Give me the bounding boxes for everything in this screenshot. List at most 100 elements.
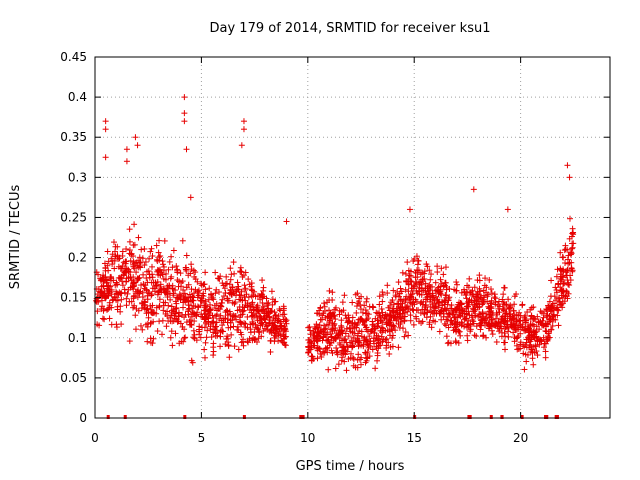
data-point — [338, 322, 345, 329]
data-point — [434, 263, 441, 270]
data-point — [271, 309, 278, 316]
data-point — [466, 296, 473, 303]
data-point — [231, 270, 238, 277]
data-point — [399, 269, 406, 276]
data-point — [555, 307, 562, 314]
data-point — [170, 292, 177, 299]
data-point — [488, 327, 495, 334]
data-point — [252, 293, 259, 300]
data-point — [148, 306, 155, 313]
data-point — [170, 317, 177, 324]
data-point — [413, 287, 420, 294]
gap-marker — [489, 415, 493, 419]
data-point — [173, 263, 180, 270]
data-point — [374, 357, 381, 364]
data-point — [104, 248, 111, 255]
data-point — [240, 342, 247, 349]
data-point — [264, 300, 271, 307]
data-point — [389, 297, 396, 304]
data-point — [241, 304, 248, 311]
data-point — [339, 299, 346, 306]
data-point — [395, 301, 402, 308]
data-point — [268, 288, 275, 295]
data-point — [517, 324, 524, 331]
data-point — [192, 312, 199, 319]
data-point — [389, 332, 396, 339]
gap-marker — [106, 415, 110, 419]
data-point — [177, 320, 184, 327]
data-point — [445, 313, 452, 320]
data-point — [164, 312, 171, 319]
data-point — [252, 321, 259, 328]
data-point — [391, 314, 398, 321]
data-point — [358, 293, 365, 300]
data-point — [438, 291, 445, 298]
data-point — [160, 307, 167, 314]
data-point — [557, 284, 564, 291]
data-point — [321, 331, 328, 338]
data-point — [339, 330, 346, 337]
data-point — [237, 311, 244, 318]
data-point — [240, 126, 247, 133]
data-point — [363, 298, 370, 305]
data-point — [181, 335, 188, 342]
data-point — [316, 346, 323, 353]
data-point — [221, 285, 228, 292]
data-point — [426, 267, 433, 274]
data-point — [370, 335, 377, 342]
grid — [95, 57, 610, 418]
data-point — [141, 245, 148, 252]
data-point — [185, 311, 192, 318]
data-point — [180, 304, 187, 311]
data-point — [283, 317, 290, 324]
data-point — [463, 295, 470, 302]
y-tick-label: 0.3 — [68, 170, 87, 184]
x-tick-label: 10 — [300, 431, 315, 445]
data-point — [105, 267, 112, 274]
data-point — [402, 309, 409, 316]
data-point — [534, 338, 541, 345]
data-point — [458, 289, 465, 296]
data-point — [142, 258, 149, 265]
data-point — [332, 325, 339, 332]
data-point — [169, 282, 176, 289]
data-point — [414, 257, 421, 264]
data-point — [442, 279, 449, 286]
data-point — [123, 302, 130, 309]
data-point — [168, 328, 175, 335]
data-point — [383, 315, 390, 322]
data-point — [149, 252, 156, 259]
data-point — [330, 322, 337, 329]
data-point — [101, 316, 108, 323]
data-point — [273, 333, 280, 340]
data-point — [531, 323, 538, 330]
data-point — [136, 290, 143, 297]
data-point — [183, 146, 190, 153]
data-point — [389, 335, 396, 342]
data-point — [204, 327, 211, 334]
data-point — [354, 290, 361, 297]
data-point — [213, 313, 220, 320]
data-point — [349, 319, 356, 326]
y-tick-label: 0.35 — [60, 130, 87, 144]
data-point — [482, 275, 489, 282]
data-point — [104, 262, 111, 269]
data-point — [192, 303, 199, 310]
data-point — [562, 269, 569, 276]
data-point — [404, 259, 411, 266]
data-point — [467, 328, 474, 335]
data-point — [179, 237, 186, 244]
data-point — [132, 312, 139, 319]
data-point — [327, 313, 334, 320]
data-point — [244, 338, 251, 345]
data-point — [208, 334, 215, 341]
data-point — [222, 309, 229, 316]
data-point — [544, 333, 551, 340]
data-point — [458, 300, 465, 307]
data-point — [491, 322, 498, 329]
data-point — [163, 323, 170, 330]
data-point — [407, 312, 414, 319]
data-point — [119, 263, 126, 270]
data-point — [179, 278, 186, 285]
data-point — [179, 323, 186, 330]
